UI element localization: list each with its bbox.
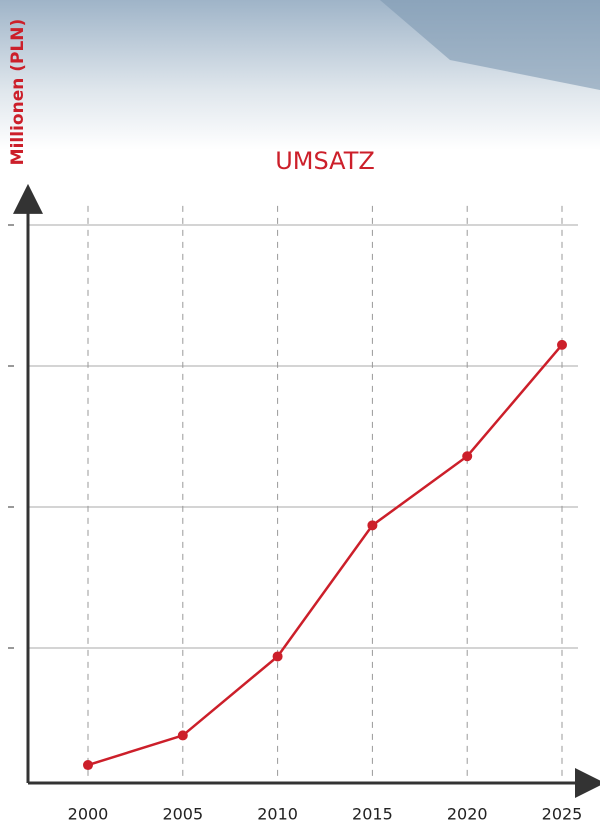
data-point	[557, 340, 567, 350]
x-tick-label: 2020	[447, 805, 488, 823]
x-tick-label: 2025	[542, 805, 583, 823]
chart-title: UMSATZ	[275, 147, 375, 175]
x-tick-label: 2000	[68, 805, 109, 823]
data-point	[178, 730, 188, 740]
data-point	[367, 520, 377, 530]
series-line	[88, 345, 562, 765]
data-point	[83, 760, 93, 770]
x-tick-label: 2005	[162, 805, 203, 823]
page: {"chart_data": {"type": "line", "title":…	[0, 0, 600, 823]
data-point	[462, 451, 472, 461]
x-tick-label: 2015	[352, 805, 393, 823]
x-tick-label: 2010	[257, 805, 298, 823]
y-axis-label: Millionen (PLN)	[8, 19, 28, 166]
data-point	[273, 651, 283, 661]
chart: UMSATZ Millionen (PLN) 2000 2005 2010 2015 2…	[0, 0, 600, 823]
